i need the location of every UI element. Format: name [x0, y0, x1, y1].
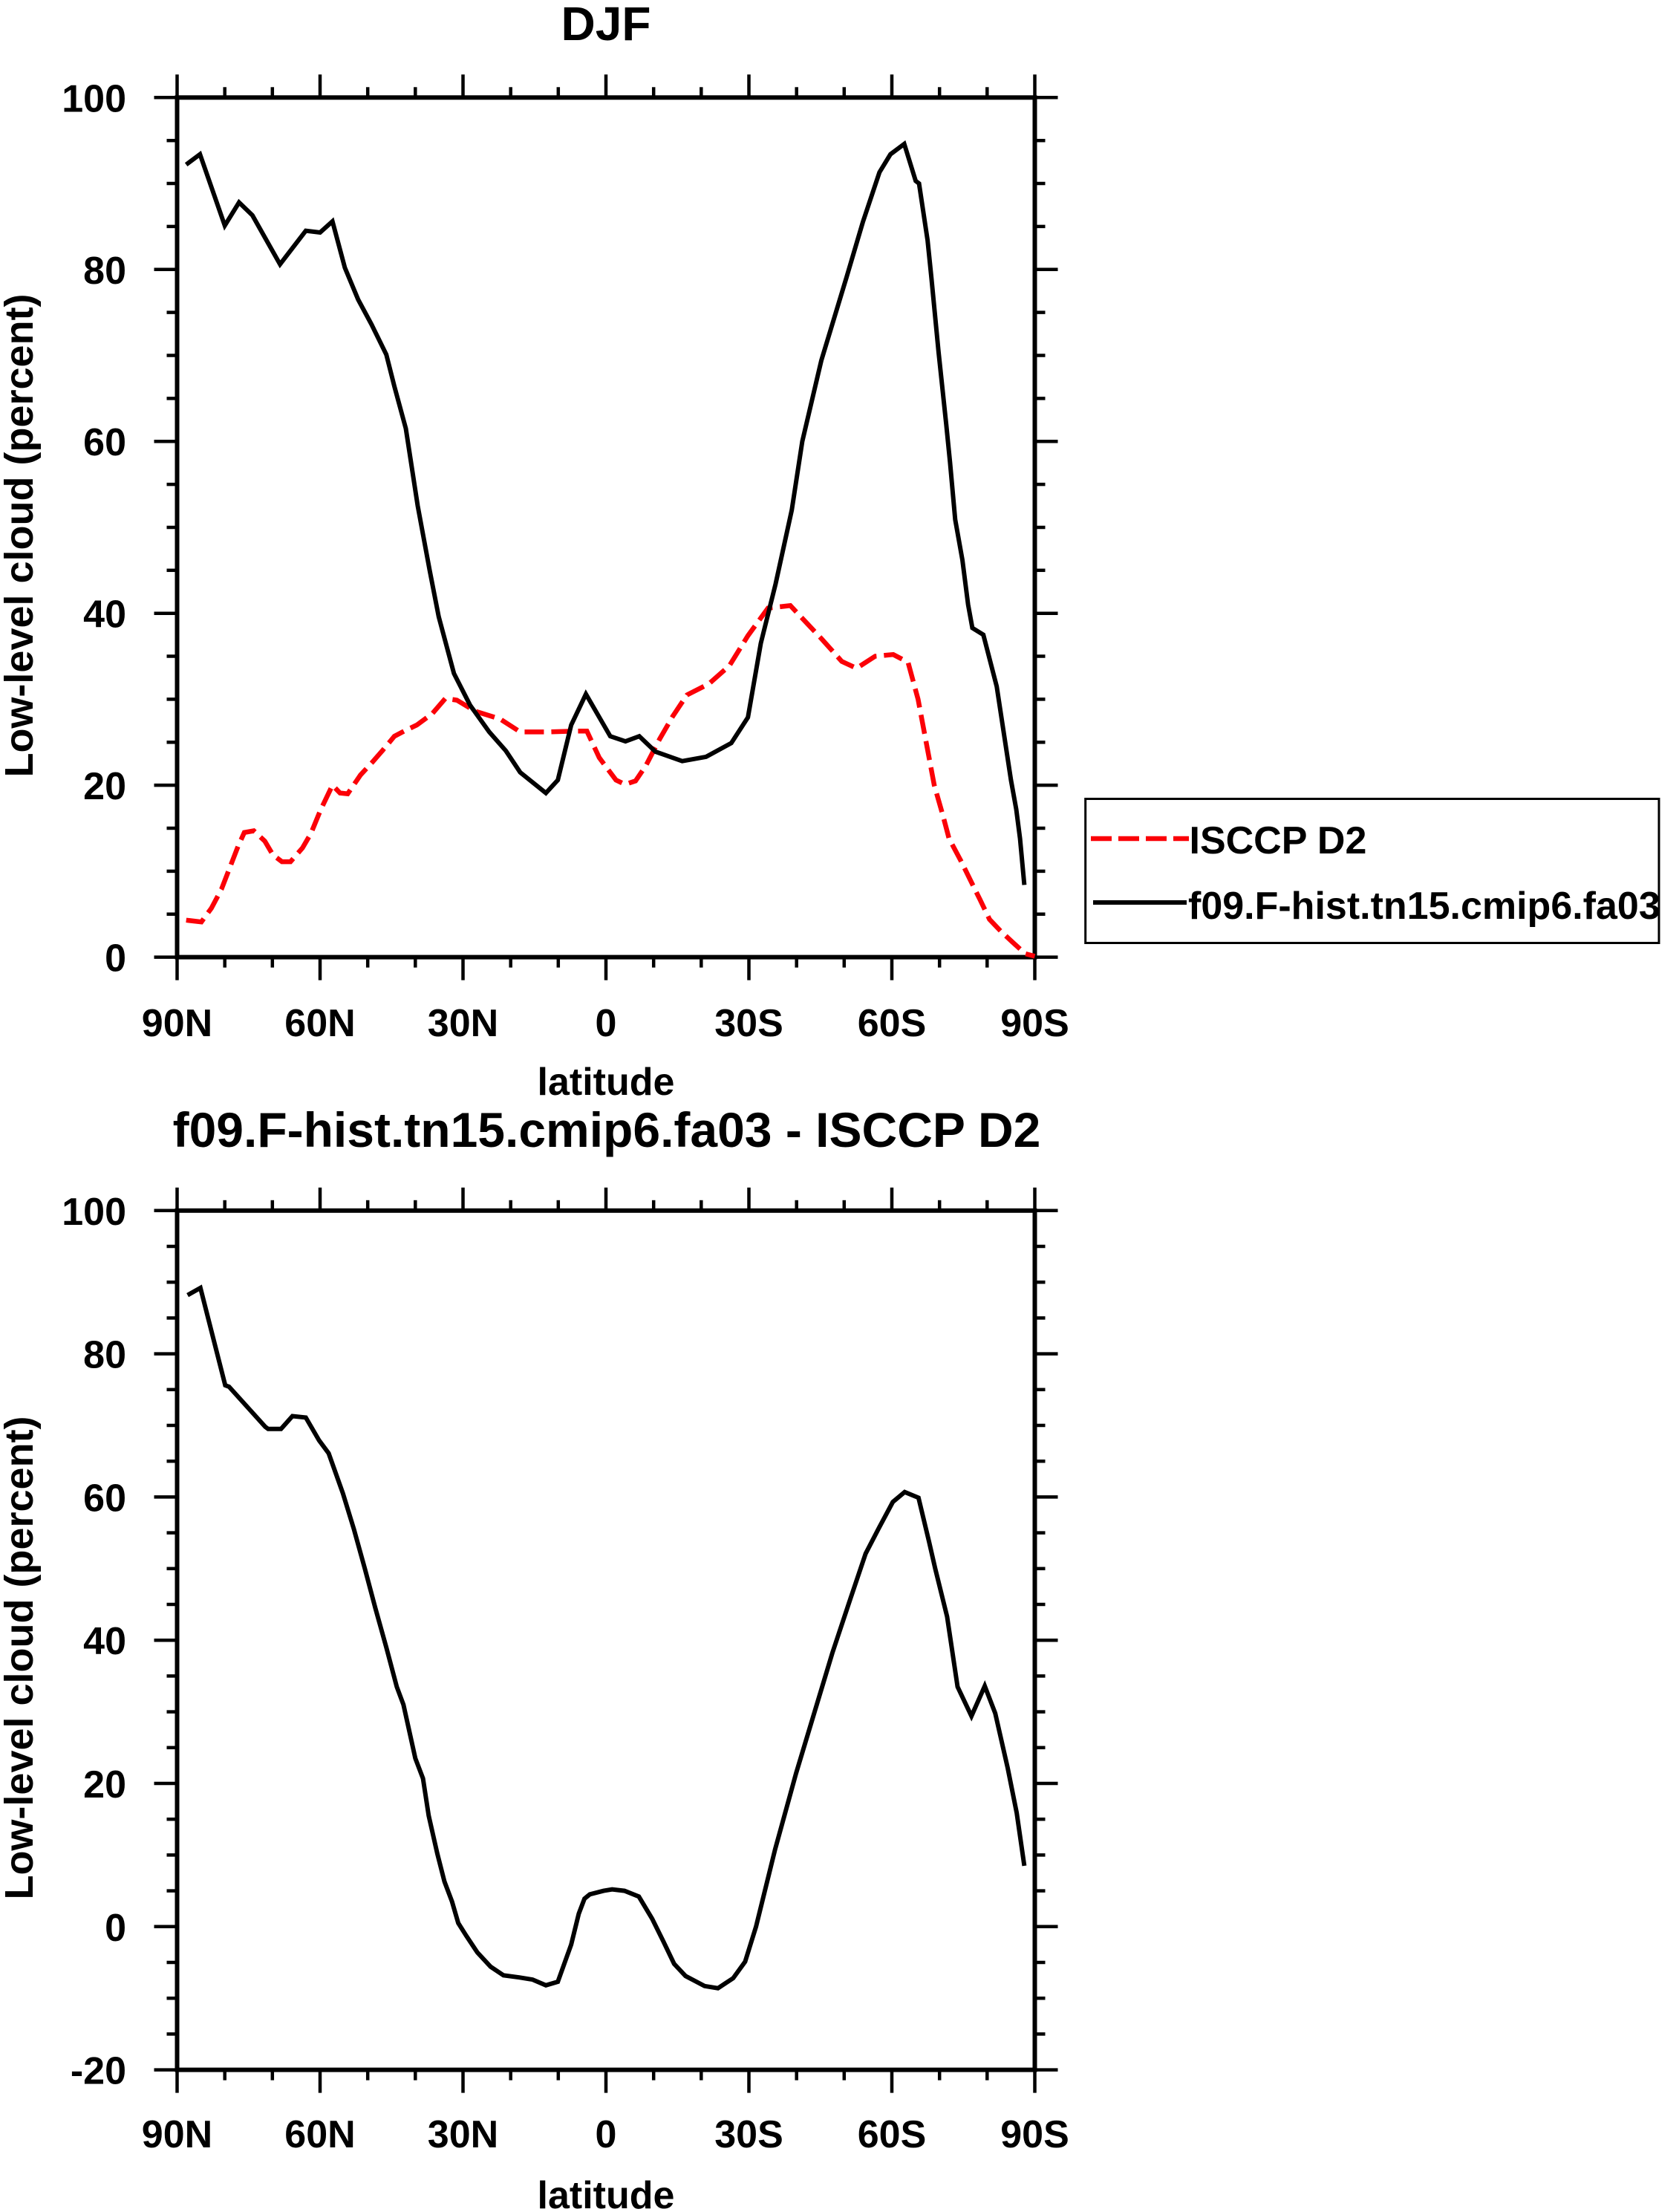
svg-text:60S: 60S [858, 1002, 927, 1045]
svg-text:ISCCP D2: ISCCP D2 [1190, 819, 1367, 862]
svg-text:30S: 30S [714, 2113, 783, 2156]
svg-text:60: 60 [83, 1477, 126, 1520]
svg-text:-20: -20 [71, 2050, 126, 2093]
svg-text:f09.F-hist.tn15.cmip6.fa03 - I: f09.F-hist.tn15.cmip6.fa03 - ISCCP D2 [173, 1102, 1041, 1157]
svg-text:20: 20 [83, 1763, 126, 1806]
svg-text:Low-level cloud (percent): Low-level cloud (percent) [0, 293, 42, 777]
svg-text:40: 40 [83, 1620, 126, 1663]
svg-text:latitude: latitude [538, 1061, 675, 1104]
svg-text:90S: 90S [1000, 1002, 1069, 1045]
svg-text:90N: 90N [142, 1002, 212, 1045]
svg-text:60S: 60S [858, 2113, 927, 2156]
svg-text:DJF: DJF [561, 0, 651, 51]
svg-text:60N: 60N [284, 2113, 355, 2156]
svg-text:30N: 30N [428, 1002, 498, 1045]
svg-text:0: 0 [596, 1002, 617, 1045]
svg-text:100: 100 [62, 1191, 126, 1234]
svg-text:90S: 90S [1000, 2113, 1069, 2156]
svg-text:60N: 60N [284, 1002, 355, 1045]
svg-text:f09.F-hist.tn15.cmip6.fa03: f09.F-hist.tn15.cmip6.fa03 [1188, 885, 1660, 928]
svg-text:30S: 30S [714, 1002, 783, 1045]
svg-text:90N: 90N [142, 2113, 212, 2156]
svg-text:20: 20 [83, 765, 126, 808]
svg-text:Low-level cloud (percent): Low-level cloud (percent) [0, 1416, 42, 1899]
svg-text:80: 80 [83, 1334, 126, 1377]
svg-text:0: 0 [596, 2113, 617, 2156]
svg-text:0: 0 [105, 937, 126, 980]
svg-text:100: 100 [62, 77, 126, 120]
svg-text:0: 0 [105, 1907, 126, 1950]
svg-text:60: 60 [83, 421, 126, 464]
svg-text:30N: 30N [428, 2113, 498, 2156]
svg-text:80: 80 [83, 250, 126, 293]
svg-text:latitude: latitude [538, 2174, 675, 2212]
svg-text:40: 40 [83, 593, 126, 637]
